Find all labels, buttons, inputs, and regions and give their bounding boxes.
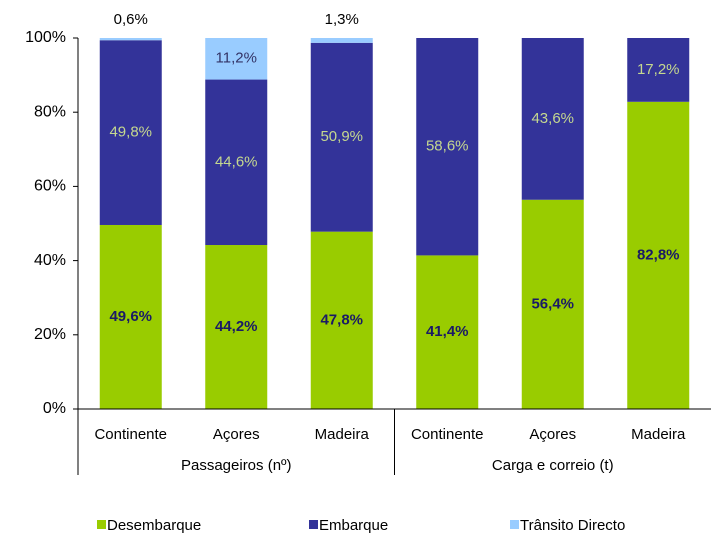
legend-label: Desembarque (107, 517, 201, 534)
data-label: 50,9% (320, 128, 363, 145)
bar-segment (99, 224, 162, 409)
bar-segment (310, 42, 373, 232)
bar-segment (205, 38, 268, 80)
x-tick-label: Continente (94, 426, 167, 443)
data-label: 41,4% (426, 323, 469, 340)
x-tick-label: Açores (213, 426, 260, 443)
bar-segment (521, 199, 584, 409)
legend-swatch (309, 520, 318, 529)
bar-segment (310, 231, 373, 409)
data-label: 44,2% (215, 318, 258, 335)
data-label: 56,4% (531, 295, 574, 312)
data-label: 43,6% (531, 110, 574, 127)
group-label: Carga e correio (t) (492, 457, 614, 474)
y-tick-label: 60% (34, 178, 66, 195)
x-tick-label: Madeira (315, 426, 370, 443)
data-label: 49,8% (109, 124, 152, 141)
legend-label: Embarque (319, 517, 388, 534)
bar-segment (416, 38, 479, 256)
bar-segment (99, 38, 162, 41)
data-label: 49,6% (109, 308, 152, 325)
data-label: 0,6% (114, 11, 148, 28)
group-label: Passageiros (nº) (181, 457, 292, 474)
legend-swatch (510, 520, 519, 529)
bar-segment (521, 38, 584, 200)
x-tick-label: Continente (411, 426, 484, 443)
y-tick-label: 80% (34, 103, 66, 120)
bar-segment (205, 79, 268, 246)
bar-segment (310, 38, 373, 43)
data-label: 47,8% (320, 311, 363, 328)
data-label: 82,8% (637, 246, 680, 263)
y-tick-label: 20% (34, 326, 66, 343)
data-label: 44,6% (215, 153, 258, 170)
y-tick-label: 100% (25, 29, 66, 46)
legend-swatch (97, 520, 106, 529)
data-label: 58,6% (426, 138, 469, 155)
x-tick-label: Açores (529, 426, 576, 443)
bar-segment (416, 255, 479, 409)
data-label: 11,2% (216, 50, 257, 67)
data-label: 1,3% (325, 11, 359, 28)
y-tick-label: 40% (34, 252, 66, 269)
data-label: 17,2% (637, 61, 680, 78)
bar-segment (627, 101, 690, 409)
legend-label: Trânsito Directo (520, 517, 625, 534)
bar-segment (99, 40, 162, 225)
bar-segment (627, 38, 690, 102)
y-tick-label: 0% (43, 400, 66, 417)
x-tick-label: Madeira (631, 426, 686, 443)
bar-segment (205, 245, 268, 409)
